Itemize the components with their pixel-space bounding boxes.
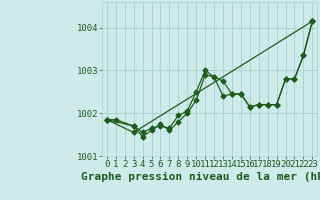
X-axis label: Graphe pression niveau de la mer (hPa): Graphe pression niveau de la mer (hPa) bbox=[81, 172, 320, 182]
